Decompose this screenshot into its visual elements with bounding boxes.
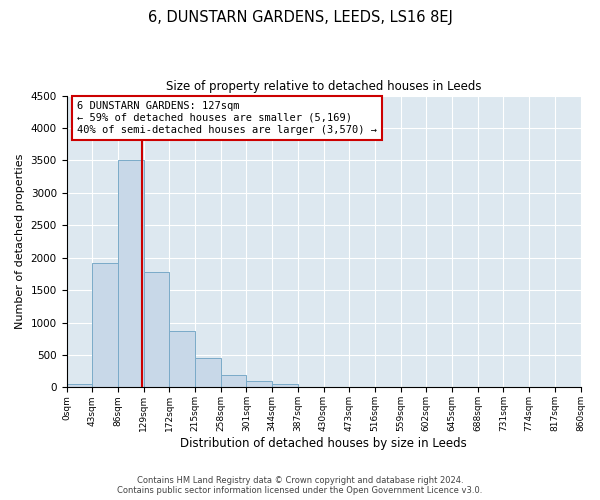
- Bar: [67, 384, 92, 388]
- Bar: [247, 381, 272, 388]
- Bar: [169, 331, 195, 388]
- Bar: [195, 358, 221, 388]
- Bar: [143, 272, 169, 388]
- X-axis label: Distribution of detached houses by size in Leeds: Distribution of detached houses by size …: [180, 437, 467, 450]
- Bar: [272, 384, 298, 388]
- Y-axis label: Number of detached properties: Number of detached properties: [15, 154, 25, 329]
- Bar: [92, 263, 118, 388]
- Bar: [221, 376, 247, 388]
- Bar: [118, 160, 143, 388]
- Text: 6, DUNSTARN GARDENS, LEEDS, LS16 8EJ: 6, DUNSTARN GARDENS, LEEDS, LS16 8EJ: [148, 10, 452, 25]
- Text: 6 DUNSTARN GARDENS: 127sqm
← 59% of detached houses are smaller (5,169)
40% of s: 6 DUNSTARN GARDENS: 127sqm ← 59% of deta…: [77, 102, 377, 134]
- Text: Contains HM Land Registry data © Crown copyright and database right 2024.
Contai: Contains HM Land Registry data © Crown c…: [118, 476, 482, 495]
- Title: Size of property relative to detached houses in Leeds: Size of property relative to detached ho…: [166, 80, 481, 93]
